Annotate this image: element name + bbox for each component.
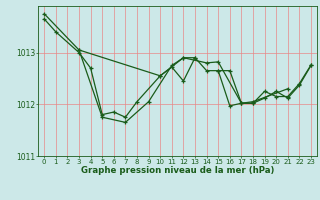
X-axis label: Graphe pression niveau de la mer (hPa): Graphe pression niveau de la mer (hPa) (81, 166, 274, 175)
